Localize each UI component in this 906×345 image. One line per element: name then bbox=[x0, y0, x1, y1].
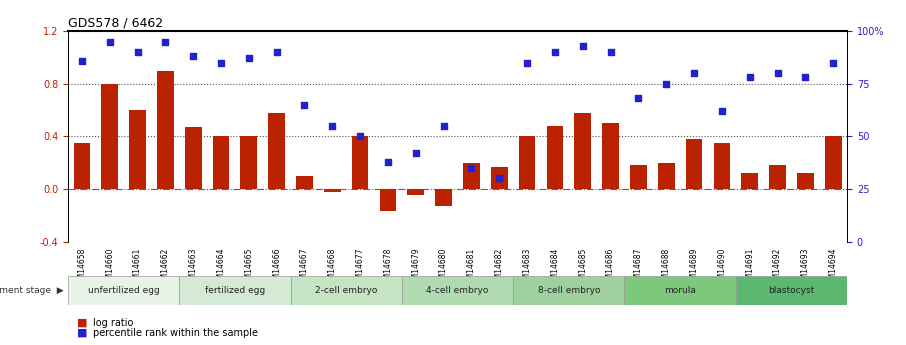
Bar bbox=[769, 165, 786, 189]
Bar bbox=[513, 276, 624, 305]
Bar bbox=[130, 110, 146, 189]
Text: morula: morula bbox=[664, 286, 696, 295]
Bar bbox=[714, 143, 730, 189]
Point bbox=[798, 75, 813, 80]
Point bbox=[464, 165, 478, 171]
Point bbox=[102, 39, 117, 44]
Bar bbox=[73, 143, 91, 189]
Bar bbox=[408, 189, 424, 196]
Text: fertilized egg: fertilized egg bbox=[205, 286, 265, 295]
Text: ■: ■ bbox=[77, 328, 88, 338]
Text: development stage  ▶: development stage ▶ bbox=[0, 286, 63, 295]
Point bbox=[130, 49, 145, 55]
Point bbox=[437, 123, 451, 128]
Bar bbox=[686, 139, 702, 189]
Point bbox=[214, 60, 228, 65]
Bar bbox=[380, 189, 396, 211]
Point bbox=[186, 53, 200, 59]
Point bbox=[631, 96, 646, 101]
Point bbox=[715, 108, 729, 114]
Bar bbox=[741, 173, 758, 189]
Point bbox=[269, 49, 284, 55]
Point bbox=[687, 70, 701, 76]
Bar bbox=[546, 126, 564, 189]
Point bbox=[520, 60, 535, 65]
Text: ■: ■ bbox=[77, 318, 88, 327]
Point bbox=[409, 150, 423, 156]
Bar bbox=[268, 112, 285, 189]
Bar bbox=[630, 165, 647, 189]
Point bbox=[547, 49, 562, 55]
Bar bbox=[101, 83, 118, 189]
Bar bbox=[624, 276, 736, 305]
Bar bbox=[179, 276, 291, 305]
Text: 2-cell embryo: 2-cell embryo bbox=[315, 286, 378, 295]
Bar bbox=[291, 276, 402, 305]
Text: log ratio: log ratio bbox=[93, 318, 134, 327]
Point bbox=[575, 43, 590, 49]
Point bbox=[325, 123, 340, 128]
Point bbox=[742, 75, 757, 80]
Point bbox=[381, 159, 395, 164]
Bar bbox=[797, 173, 814, 189]
Point bbox=[826, 60, 841, 65]
Text: 8-cell embryo: 8-cell embryo bbox=[537, 286, 600, 295]
Point bbox=[770, 70, 785, 76]
Bar bbox=[296, 176, 313, 189]
Bar bbox=[435, 189, 452, 206]
Point bbox=[603, 49, 618, 55]
Point bbox=[492, 176, 506, 181]
Text: 4-cell embryo: 4-cell embryo bbox=[427, 286, 488, 295]
Point bbox=[242, 56, 256, 61]
Point bbox=[74, 58, 89, 63]
Bar bbox=[157, 70, 174, 189]
Bar bbox=[324, 189, 341, 191]
Bar bbox=[736, 276, 847, 305]
Text: unfertilized egg: unfertilized egg bbox=[88, 286, 159, 295]
Bar bbox=[463, 162, 480, 189]
Bar bbox=[352, 136, 369, 189]
Bar bbox=[824, 136, 842, 189]
Point bbox=[158, 39, 172, 44]
Bar bbox=[602, 123, 619, 189]
Bar bbox=[519, 136, 535, 189]
Bar bbox=[68, 276, 179, 305]
Point bbox=[352, 134, 367, 139]
Bar bbox=[185, 127, 201, 189]
Point bbox=[659, 81, 673, 86]
Bar bbox=[213, 136, 229, 189]
Bar bbox=[240, 136, 257, 189]
Bar bbox=[402, 276, 513, 305]
Bar bbox=[574, 112, 591, 189]
Text: GDS578 / 6462: GDS578 / 6462 bbox=[68, 17, 163, 30]
Bar bbox=[658, 162, 675, 189]
Text: blastocyst: blastocyst bbox=[768, 286, 814, 295]
Bar bbox=[491, 167, 507, 189]
Point bbox=[297, 102, 312, 108]
Text: percentile rank within the sample: percentile rank within the sample bbox=[93, 328, 258, 338]
